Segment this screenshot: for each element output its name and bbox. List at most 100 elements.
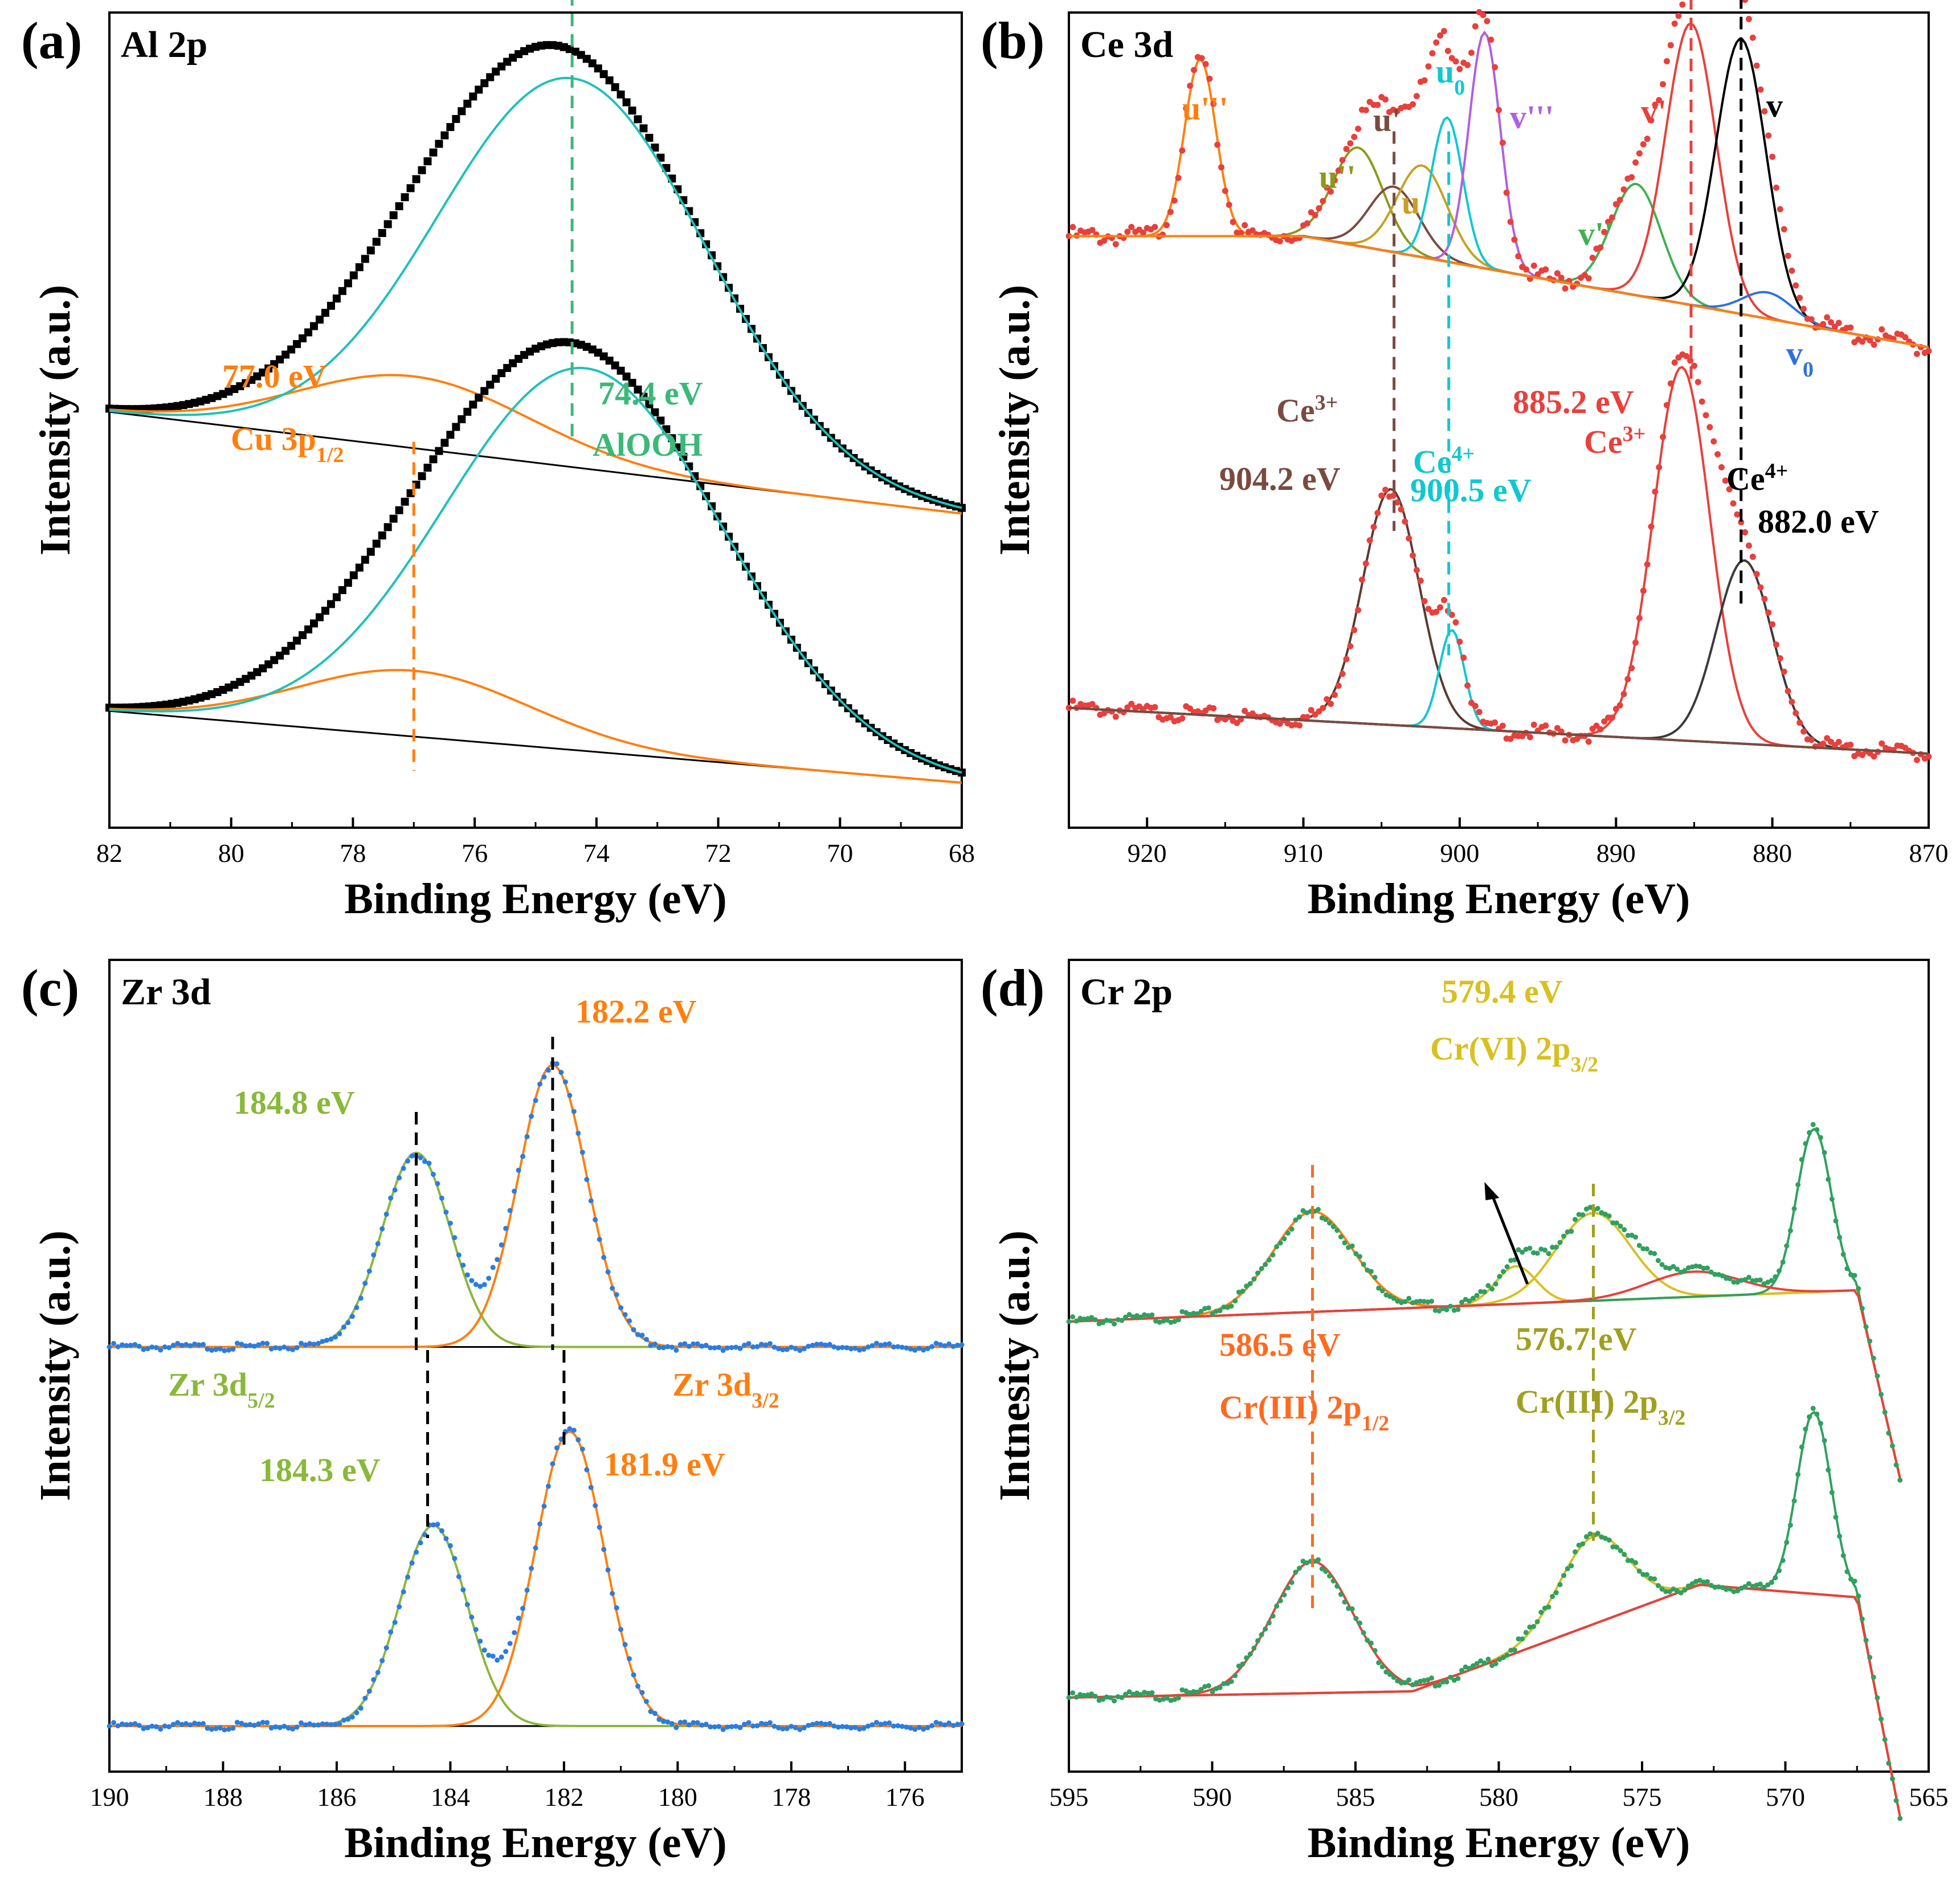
- cr-upper-raw-point: [1175, 1317, 1181, 1323]
- ce-upper-raw-point: [1198, 55, 1205, 62]
- zr-raw-point: [392, 1620, 398, 1625]
- zr-raw-point: [239, 1342, 244, 1347]
- zr-raw-point: [256, 1721, 262, 1727]
- ce-annotation-3: u: [1402, 184, 1420, 221]
- x-tick-label: 180: [658, 1782, 697, 1812]
- zr-raw-point: [311, 1342, 317, 1347]
- zr-raw-point: [490, 1653, 496, 1659]
- ce-lower-raw-point: [1671, 359, 1678, 366]
- zr-raw-point: [554, 1061, 560, 1066]
- zr-raw-point: [499, 1654, 504, 1660]
- ce-lower-raw-point: [1753, 571, 1760, 578]
- cr-upper-raw-point: [1731, 1279, 1737, 1285]
- zr-raw-point: [691, 1341, 696, 1347]
- x-tick-label: 575: [1623, 1782, 1662, 1812]
- cr-lower-raw-point: [1319, 1566, 1325, 1572]
- cr-upper-raw-point: [1712, 1271, 1718, 1277]
- zr-raw-point: [767, 1720, 773, 1725]
- ce-annotation-5: v''': [1510, 99, 1554, 136]
- zr-raw-point: [869, 1722, 875, 1728]
- ann-alooh: AlOOH: [593, 426, 703, 463]
- raw-data-point: [452, 115, 460, 123]
- raw-data-point: [310, 322, 318, 330]
- cr-lower-raw-point: [1251, 1645, 1257, 1651]
- ce-lower-raw-point: [1663, 402, 1670, 408]
- cr-upper-raw-point: [1818, 1135, 1823, 1140]
- ce-upper-raw-point: [1140, 230, 1146, 236]
- cr-upper-raw-point: [1501, 1269, 1506, 1274]
- raw-data-point: [628, 107, 636, 115]
- cr-upper-raw-point: [1255, 1270, 1261, 1276]
- x-tick-label: 74: [583, 839, 610, 868]
- ce-upper-raw-point: [1663, 58, 1670, 64]
- zr-raw-point: [806, 1343, 811, 1349]
- zr-raw-point: [908, 1725, 913, 1731]
- cr-upper-raw-point: [1387, 1294, 1393, 1299]
- ce-lower-raw-point: [1152, 704, 1158, 710]
- cr-lower-raw-point: [1104, 1694, 1109, 1700]
- cr-lower-raw-point: [1342, 1599, 1348, 1605]
- zr-raw-point: [256, 1342, 262, 1348]
- ce-annotation-17-main: 882.0 eV: [1758, 503, 1879, 540]
- zr-raw-point: [733, 1344, 739, 1350]
- zr-raw-point: [447, 1220, 453, 1226]
- x-tick-label: 190: [90, 1782, 129, 1812]
- cr-lower-raw-point: [1379, 1664, 1385, 1670]
- cr-lower-raw-point: [1663, 1589, 1669, 1594]
- cr-upper-raw-point: [1791, 1206, 1797, 1212]
- cr-annotation-4-main: 576.7 eV: [1516, 1320, 1637, 1357]
- cr-annotation-4: 576.7 eV: [1516, 1320, 1637, 1357]
- zr-raw-point: [618, 1305, 624, 1311]
- cr-lower-raw-point: [1818, 1421, 1823, 1426]
- cr-lower-raw-point: [1277, 1598, 1283, 1604]
- zr-raw-point: [720, 1348, 726, 1353]
- cr-upper-raw-point: [1546, 1251, 1551, 1257]
- ce-lower-raw-point: [1777, 655, 1783, 662]
- cr-lower-raw-point: [1247, 1651, 1253, 1657]
- cr-upper-raw-point: [1863, 1324, 1869, 1330]
- x-tick-label: 70: [827, 839, 853, 868]
- zr-raw-point: [341, 1718, 346, 1723]
- zr-raw-point: [946, 1341, 952, 1347]
- cr-upper-raw-point: [1104, 1318, 1109, 1323]
- zr-raw-point: [141, 1347, 146, 1352]
- zr-annotation-3-main: Zr 3d: [672, 1366, 752, 1403]
- zr-fit-curve: [109, 1430, 962, 1727]
- cr-lower-raw-point: [1206, 1683, 1211, 1688]
- cr-upper-raw-point: [1757, 1277, 1763, 1283]
- zr-raw-point: [499, 1242, 504, 1248]
- zr-raw-point: [631, 1327, 636, 1332]
- zr-fit-curve: [109, 1524, 962, 1727]
- cr-vi-arrow-head: [1484, 1182, 1500, 1200]
- panel-label: (d): [981, 959, 1044, 1017]
- zr-raw-point: [635, 1332, 641, 1338]
- zr-raw-point: [260, 1720, 266, 1725]
- ce-upper-raw-point: [1913, 350, 1920, 357]
- zr-raw-point: [703, 1721, 709, 1727]
- panel-label: (a): [21, 11, 82, 69]
- zr-raw-point: [771, 1344, 777, 1350]
- cr-upper-raw-point: [1508, 1258, 1514, 1263]
- zr-raw-point: [677, 1720, 683, 1725]
- ce-upper-raw-point: [1101, 237, 1108, 244]
- zr-raw-point: [758, 1720, 764, 1726]
- cr-lower-raw-point: [1485, 1657, 1491, 1662]
- zr-raw-point: [780, 1347, 786, 1352]
- zr-raw-point: [571, 1428, 577, 1433]
- ce-lower-raw-point: [1808, 737, 1815, 743]
- ce-lower-raw-point: [1730, 500, 1737, 507]
- cr-upper-raw-point: [1614, 1220, 1619, 1226]
- zr-raw-point: [311, 1722, 317, 1728]
- ce-lower-raw-point: [1456, 638, 1463, 645]
- cr-upper-raw-point: [1459, 1299, 1465, 1305]
- cr-upper-raw-point: [1550, 1245, 1555, 1250]
- cr-upper-raw-point: [1372, 1274, 1378, 1280]
- ce-upper-raw-point: [1612, 201, 1619, 207]
- ce-lower-raw-point: [1913, 757, 1920, 763]
- cr-lower-raw-point: [1232, 1673, 1238, 1678]
- zr-raw-point: [268, 1725, 274, 1731]
- ce-lower-raw-point: [1530, 721, 1537, 728]
- cr-upper-raw-point: [1803, 1140, 1808, 1146]
- ce-lower-fit: [1068, 366, 1929, 755]
- cr-upper-raw-point: [1754, 1278, 1759, 1283]
